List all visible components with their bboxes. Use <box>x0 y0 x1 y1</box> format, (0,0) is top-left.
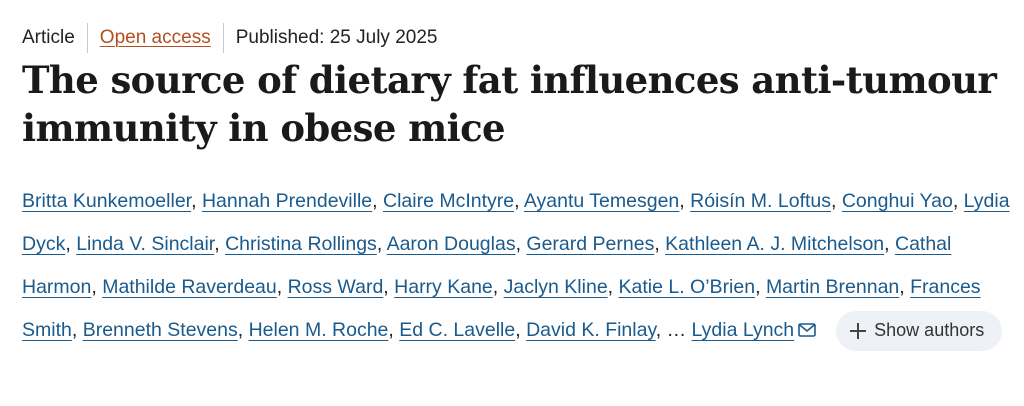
author-link[interactable]: Jaclyn Kline <box>503 276 608 298</box>
author-separator: , <box>492 276 504 298</box>
author-link[interactable]: Conghui Yao <box>841 190 953 212</box>
author-separator: , <box>654 233 666 255</box>
author-link[interactable]: Mathilde Raverdeau <box>102 276 277 298</box>
author-link[interactable]: David K. Finlay <box>526 319 656 341</box>
author-link[interactable]: Britta Kunkemoeller <box>22 190 192 212</box>
article-title: The source of dietary fat influences ant… <box>22 58 997 150</box>
meta-divider <box>222 23 224 53</box>
author-separator: , <box>376 233 387 255</box>
author-link[interactable]: Claire McIntyre <box>382 190 515 212</box>
author-link[interactable]: Christina Rollings <box>225 233 377 255</box>
author-separator: , <box>388 319 400 341</box>
author-link[interactable]: Ayantu Temesgen <box>523 190 680 212</box>
author-separator: , <box>514 190 524 212</box>
author-separator: , <box>899 276 911 298</box>
author-link[interactable]: Harry Kane <box>394 276 493 298</box>
author-separator: , <box>884 233 895 255</box>
author-separator: , <box>679 190 691 212</box>
author-link[interactable]: Linda V. Sinclair <box>76 233 215 255</box>
author-link[interactable]: Katie L. O’Brien <box>618 276 756 298</box>
plus-icon <box>850 322 867 339</box>
author-separator: , <box>755 276 766 298</box>
author-link[interactable]: Frances Smith <box>22 276 981 341</box>
show-authors-label: Show authors <box>874 320 985 341</box>
published-date: Published: 25 July 2025 <box>235 27 438 48</box>
author-separator: , <box>214 233 226 255</box>
author-link[interactable]: Cathal Harmon <box>22 233 952 298</box>
author-separator: , <box>65 233 77 255</box>
last-author-link[interactable]: Lydia Lynch <box>691 319 795 341</box>
author-separator: , <box>607 276 619 298</box>
author-separator: , <box>655 319 667 341</box>
author-ellipsis: … <box>666 319 687 341</box>
show-authors-button[interactable]: Show authors <box>836 310 1003 351</box>
author-separator: , <box>237 319 249 341</box>
author-separator: , <box>515 233 527 255</box>
author-link[interactable]: Brenneth Stevens <box>82 319 238 341</box>
author-link[interactable]: Helen M. Roche <box>248 319 389 341</box>
envelope-icon[interactable] <box>798 323 816 337</box>
meta-divider <box>86 23 88 53</box>
author-separator: , <box>191 190 202 212</box>
article-header: Article Open access Published: 25 July 2… <box>22 22 1012 352</box>
author-link[interactable]: Martin Brennan <box>765 276 900 298</box>
author-list: Britta Kunkemoeller, Hannah Prendeville,… <box>22 180 1012 352</box>
author-separator: , <box>372 190 383 212</box>
article-type: Article <box>22 27 75 48</box>
author-separator: , <box>831 190 842 212</box>
author-link[interactable]: Aaron Douglas <box>386 233 516 255</box>
author-link[interactable]: Hannah Prendeville <box>201 190 373 212</box>
author-link[interactable]: Gerard Pernes <box>526 233 655 255</box>
author-separator: , <box>71 319 83 341</box>
author-separator: , <box>515 319 527 341</box>
author-separator: , <box>952 190 964 212</box>
author-separator: , <box>383 276 395 298</box>
author-link[interactable]: Róisín M. Loftus <box>690 190 831 212</box>
author-separator: , <box>276 276 288 298</box>
author-link[interactable]: Kathleen A. J. Mitchelson <box>665 233 885 255</box>
author-link[interactable]: Lydia Dyck <box>22 190 1010 255</box>
author-link[interactable]: Ross Ward <box>287 276 384 298</box>
author-link[interactable]: Ed C. Lavelle <box>399 319 516 341</box>
author-separator: , <box>91 276 103 298</box>
open-access-link[interactable]: Open access <box>99 27 211 48</box>
article-meta: Article Open access Published: 25 July 2… <box>22 22 1012 54</box>
